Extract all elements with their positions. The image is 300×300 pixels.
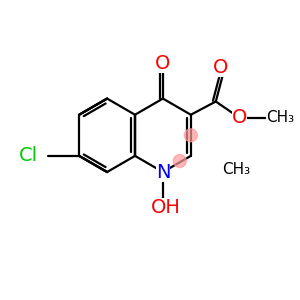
Text: N: N [156, 163, 170, 182]
Text: O: O [232, 108, 247, 127]
Text: CH₃: CH₃ [266, 110, 295, 125]
Text: OH: OH [151, 198, 181, 217]
Circle shape [184, 129, 197, 142]
Text: Cl: Cl [19, 146, 38, 165]
Text: O: O [155, 54, 171, 74]
Text: CH₃: CH₃ [222, 162, 250, 177]
Text: O: O [212, 58, 228, 77]
Circle shape [173, 154, 186, 167]
